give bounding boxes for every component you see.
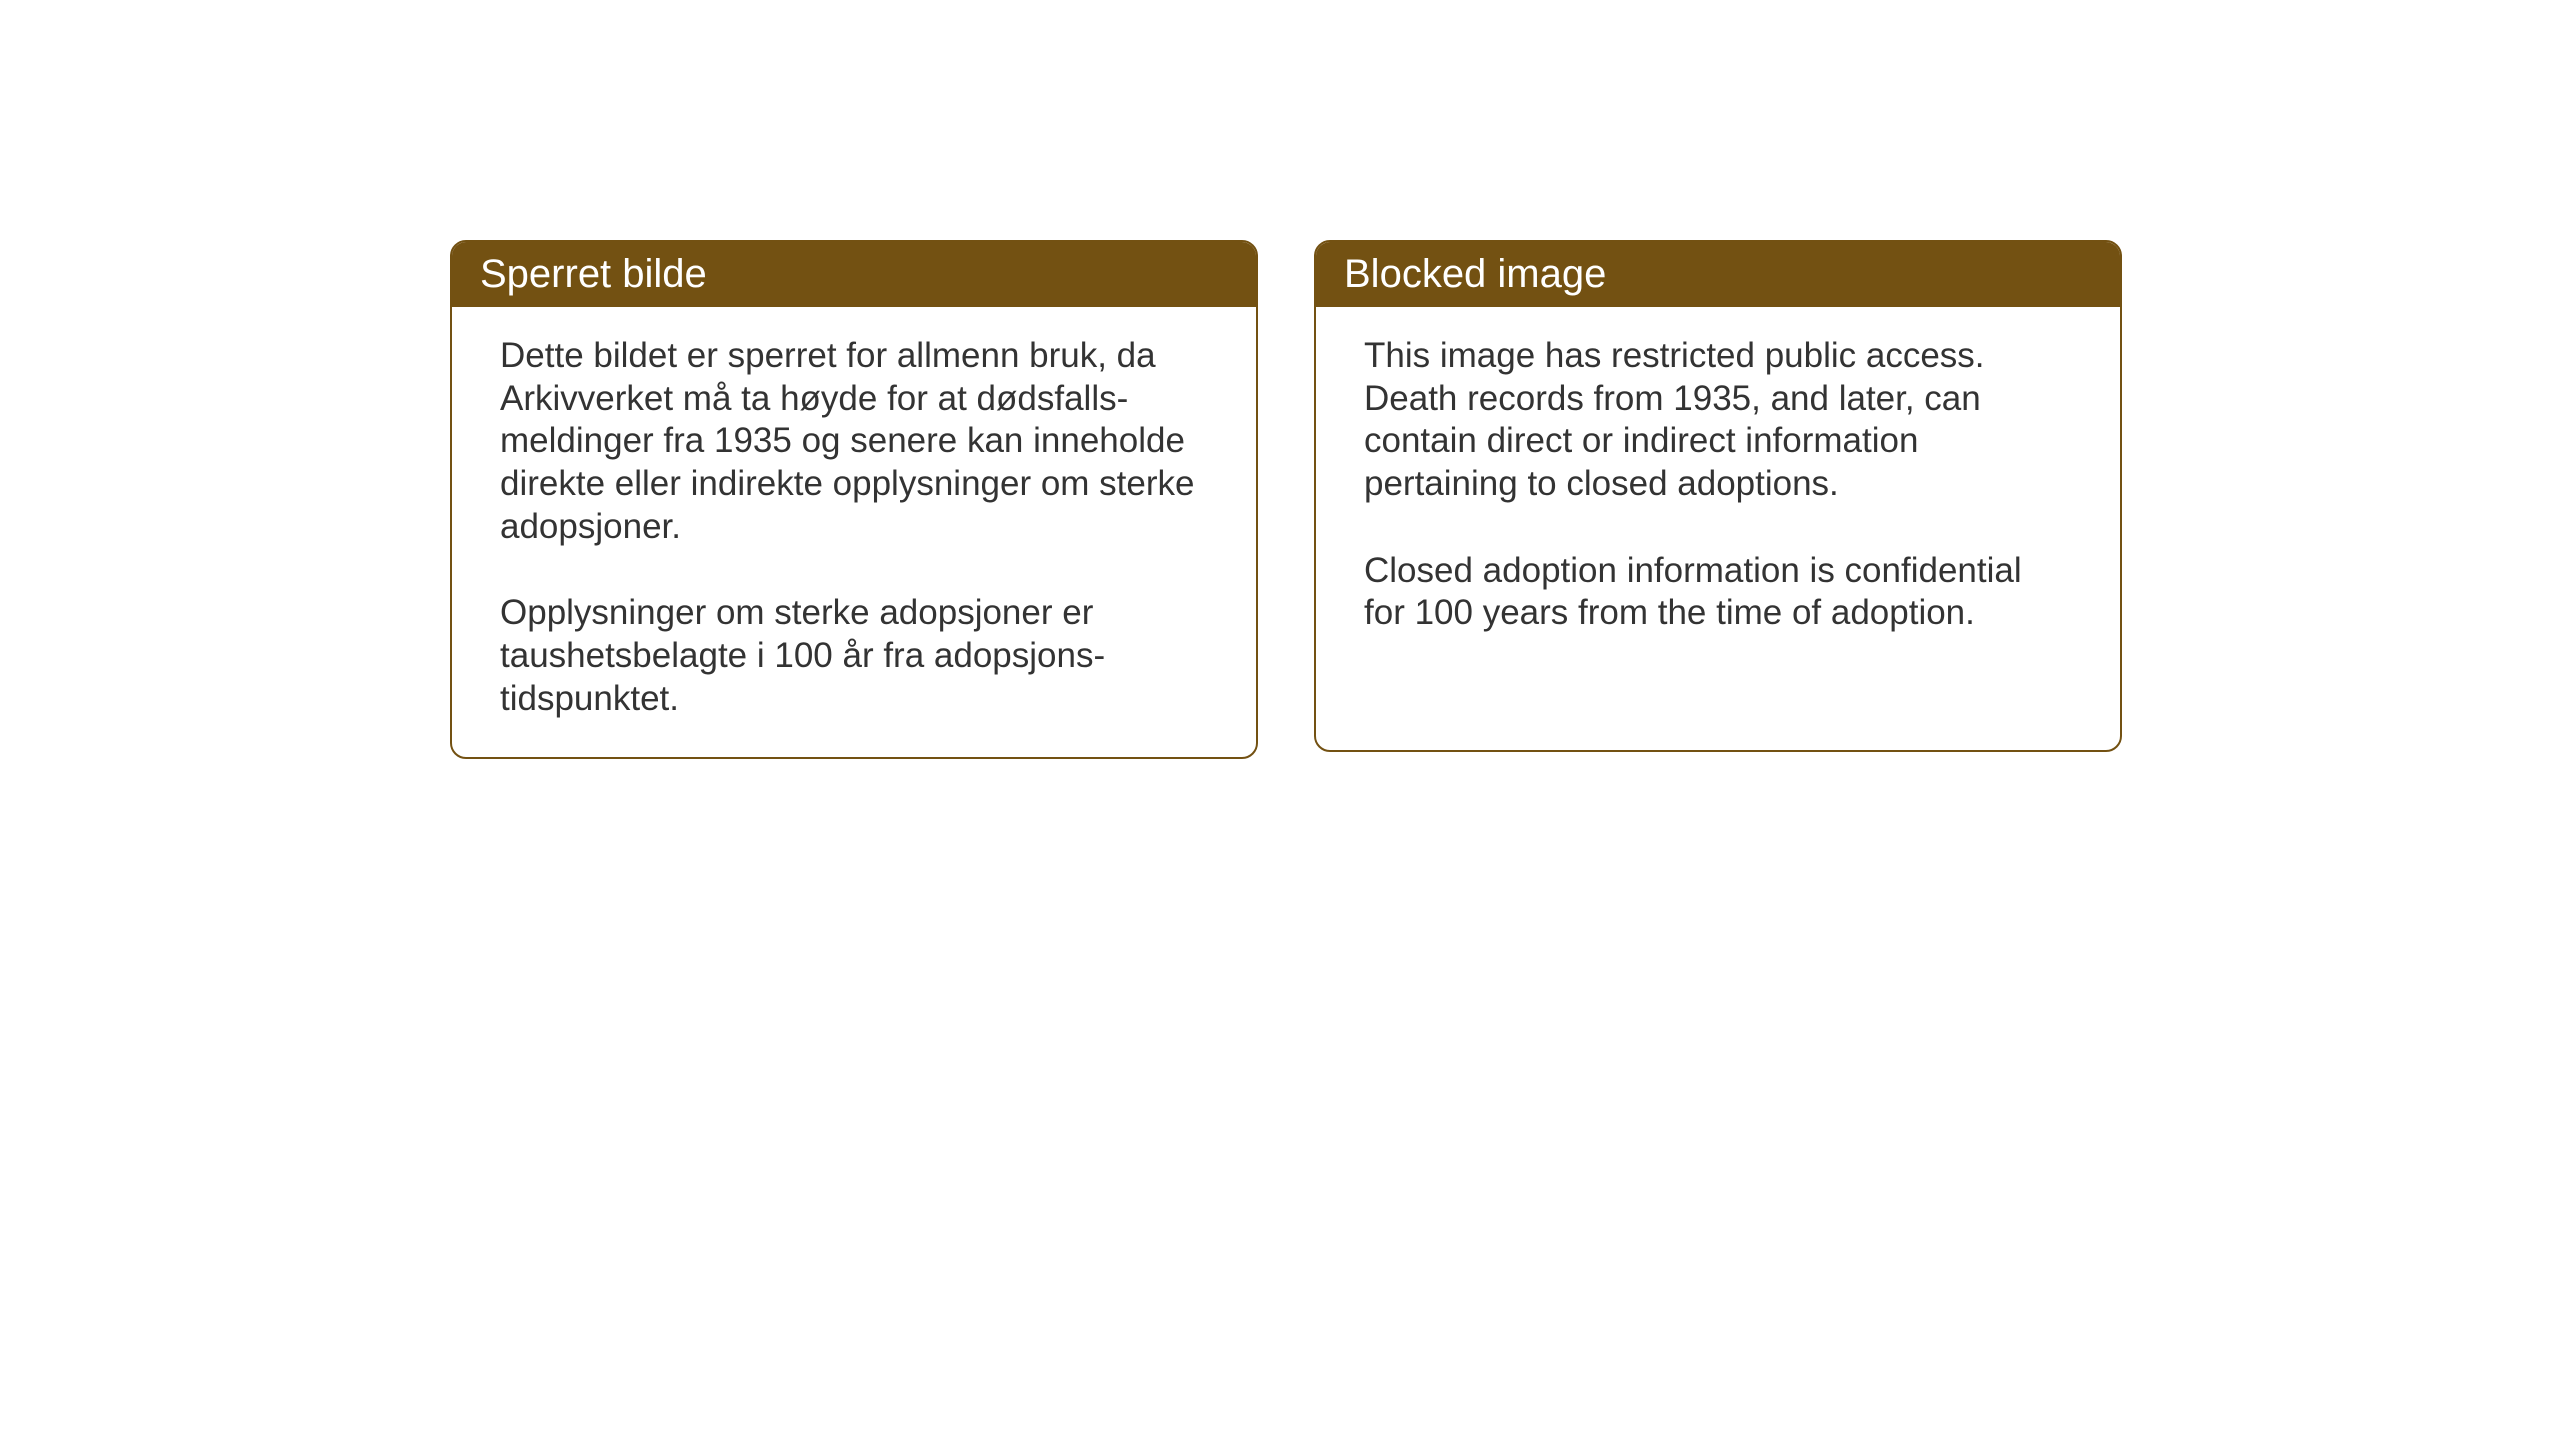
cards-container: Sperret bilde Dette bildet er sperret fo… bbox=[450, 240, 2122, 759]
norwegian-paragraph-2: Opplysninger om sterke adopsjoner er tau… bbox=[500, 592, 1208, 720]
norwegian-paragraph-1: Dette bildet er sperret for allmenn bruk… bbox=[500, 335, 1208, 548]
norwegian-card-title: Sperret bilde bbox=[480, 252, 707, 296]
english-paragraph-2: Closed adoption information is confident… bbox=[1364, 550, 2072, 635]
english-card-title: Blocked image bbox=[1344, 252, 1606, 296]
english-card-header: Blocked image bbox=[1316, 242, 2120, 307]
norwegian-card-body: Dette bildet er sperret for allmenn bruk… bbox=[452, 307, 1256, 757]
english-paragraph-1: This image has restricted public access.… bbox=[1364, 335, 2072, 506]
english-card: Blocked image This image has restricted … bbox=[1314, 240, 2122, 752]
english-card-body: This image has restricted public access.… bbox=[1316, 307, 2120, 671]
norwegian-card-header: Sperret bilde bbox=[452, 242, 1256, 307]
norwegian-card: Sperret bilde Dette bildet er sperret fo… bbox=[450, 240, 1258, 759]
